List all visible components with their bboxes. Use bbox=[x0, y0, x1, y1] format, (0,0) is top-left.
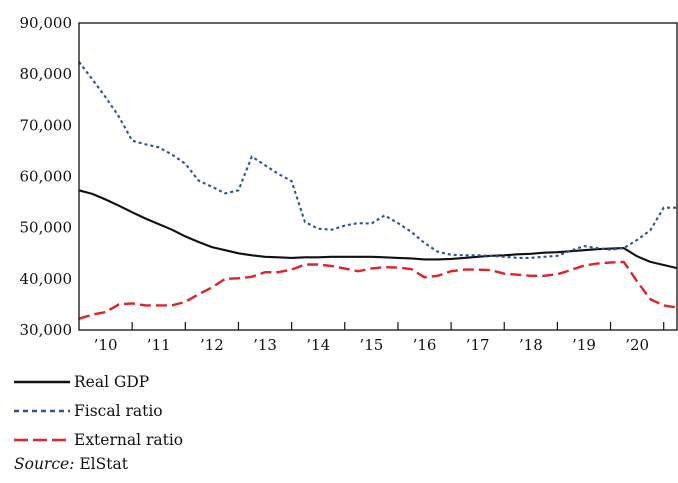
legend-label-fiscal-ratio: Fiscal ratio bbox=[74, 401, 163, 420]
series-line-external-ratio bbox=[78, 260, 678, 320]
legend-swatch-real-gdp bbox=[14, 380, 70, 383]
x-tick-label: ’15 bbox=[359, 336, 383, 354]
x-tick-label: ’14 bbox=[306, 336, 330, 354]
y-tick-label: 40,000 bbox=[20, 270, 73, 288]
y-tick-label: 60,000 bbox=[20, 168, 73, 186]
x-tick-label: ’19 bbox=[572, 336, 596, 354]
y-tick-label: 50,000 bbox=[20, 219, 73, 237]
legend-label-real-gdp: Real GDP bbox=[74, 372, 150, 391]
x-tick-label: ’12 bbox=[200, 336, 224, 354]
x-tick-label: ’16 bbox=[413, 336, 437, 354]
legend: Real GDP Fiscal ratio External ratio bbox=[14, 367, 183, 454]
series-line-real-gdp bbox=[78, 189, 678, 270]
x-tick-label: ’20 bbox=[625, 336, 649, 354]
series-lines bbox=[78, 61, 678, 320]
legend-item-external-ratio: External ratio bbox=[14, 425, 183, 454]
y-tick-label: 30,000 bbox=[20, 321, 73, 339]
x-axis-ticks: ’10 ’11 ’12 ’13 ’14 ’15 ’16 ’17 ’18 ’19 ’20 bbox=[94, 322, 665, 354]
legend-item-fiscal-ratio: Fiscal ratio bbox=[14, 396, 183, 425]
y-axis-ticks: 30,000 40,000 50,000 60,000 70,000 80,000 90,0… bbox=[20, 14, 73, 339]
y-tick-label: 70,000 bbox=[20, 116, 73, 134]
line-chart: 30,000 40,000 50,000 60,000 70,000 80,000 90,0… bbox=[20, 14, 678, 354]
source-text: ElStat bbox=[74, 455, 128, 473]
x-tick-label: ’10 bbox=[94, 336, 118, 354]
source-note: Source: ElStat bbox=[14, 455, 128, 473]
plot-frame bbox=[78, 22, 678, 331]
y-tick-label: 80,000 bbox=[20, 65, 73, 83]
x-tick-label: ’17 bbox=[466, 336, 490, 354]
source-prefix: Source: bbox=[14, 455, 75, 473]
x-tick-label: ’11 bbox=[147, 336, 171, 354]
series-line-fiscal-ratio bbox=[78, 61, 677, 259]
x-tick-label: ’13 bbox=[253, 336, 277, 354]
legend-label-external-ratio: External ratio bbox=[74, 430, 184, 449]
legend-swatch-external-ratio bbox=[14, 438, 70, 441]
legend-item-real-gdp: Real GDP bbox=[14, 367, 183, 396]
y-tick-label: 90,000 bbox=[20, 14, 73, 32]
legend-swatch-fiscal-ratio bbox=[14, 409, 70, 412]
x-tick-label: ’18 bbox=[519, 336, 543, 354]
